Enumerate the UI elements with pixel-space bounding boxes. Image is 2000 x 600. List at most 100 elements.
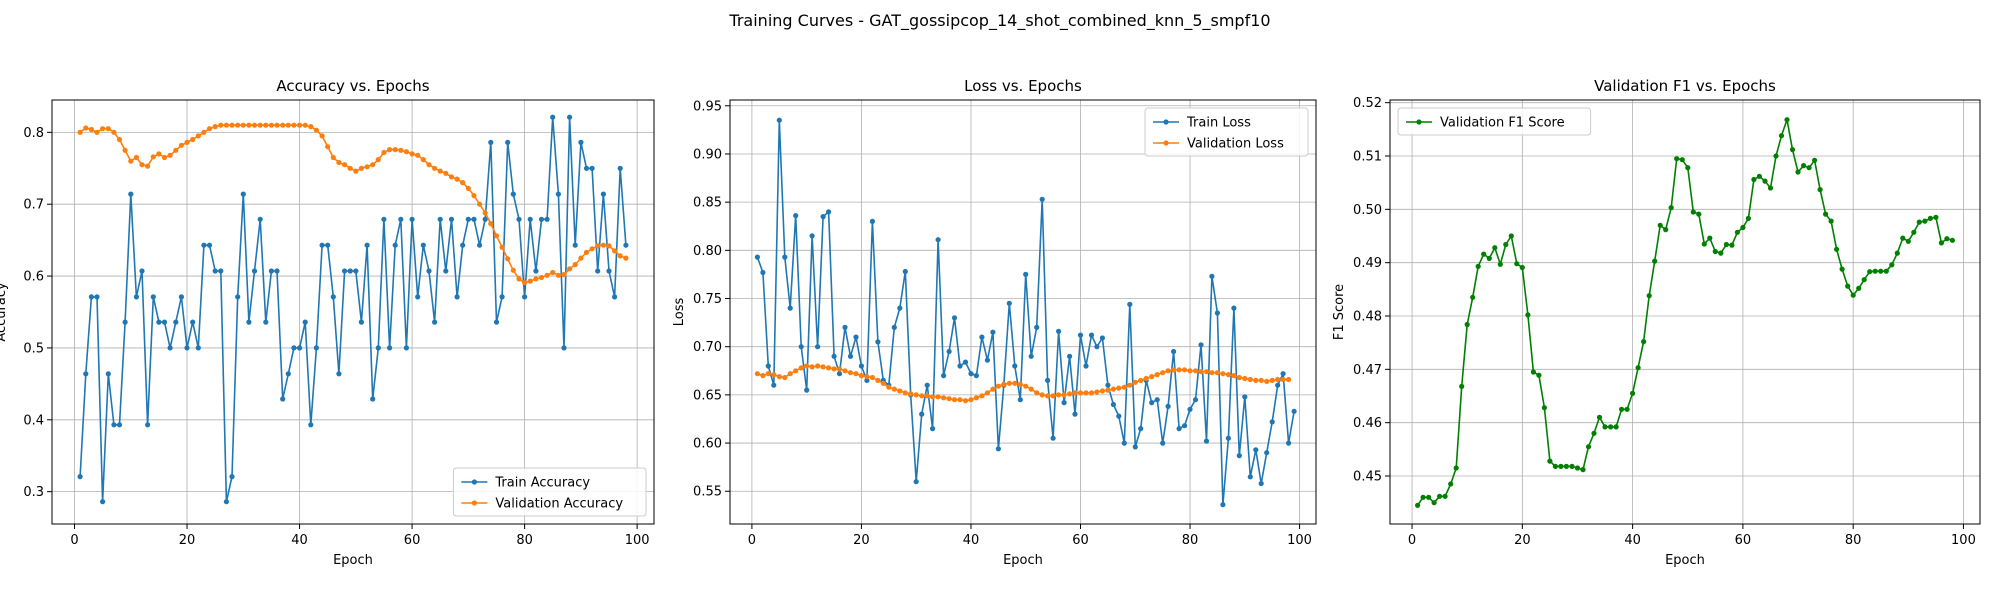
data-point — [1778, 133, 1785, 139]
data-point — [1050, 435, 1056, 441]
data-point — [387, 345, 393, 351]
data-point — [1563, 463, 1569, 469]
legend: Train Accuracy Validation Accuracy — [452, 467, 647, 517]
data-point — [1050, 393, 1056, 399]
data-point — [595, 268, 601, 274]
data-point — [195, 133, 201, 139]
data-point — [1839, 266, 1845, 272]
data-point — [173, 319, 179, 325]
data-point — [1756, 173, 1762, 179]
data-point — [1198, 342, 1204, 348]
data-point — [263, 122, 269, 128]
y-tick-label: 0.8 — [23, 126, 44, 141]
data-point — [793, 368, 799, 374]
x-tick-label: 0 — [748, 533, 756, 548]
data-point — [1745, 215, 1751, 221]
data-point — [83, 371, 89, 377]
data-point — [1464, 321, 1470, 328]
data-point — [990, 329, 996, 335]
data-point — [246, 122, 252, 128]
data-point — [820, 214, 826, 220]
data-point — [600, 191, 607, 197]
data-point — [443, 268, 449, 274]
accuracy-chart: 0 20 40 60 80 100 0.3 0.4 0.5 0.6 0.7 0.8 Accuracy v… — [0, 77, 655, 568]
data-point — [1225, 372, 1231, 378]
data-point — [826, 365, 832, 371]
data-point — [1448, 481, 1454, 487]
data-point — [1077, 332, 1084, 338]
data-point — [448, 216, 455, 222]
y-axis-label: Accuracy — [0, 282, 9, 342]
data-point — [201, 129, 207, 135]
y-tick-label: 0.90 — [693, 147, 722, 162]
data-point — [1006, 300, 1012, 306]
data-point — [1602, 424, 1608, 430]
data-point — [510, 267, 516, 273]
data-point — [617, 165, 623, 171]
data-point — [1889, 262, 1895, 268]
data-point — [122, 319, 128, 325]
data-point — [1171, 348, 1177, 355]
data-point — [919, 393, 925, 399]
data-point — [555, 191, 562, 197]
data-point — [754, 371, 761, 377]
data-point — [88, 126, 94, 133]
data-point — [398, 147, 404, 153]
data-point — [787, 305, 793, 311]
data-point — [583, 165, 590, 171]
data-point — [831, 366, 837, 372]
data-point — [1900, 235, 1906, 241]
data-point — [156, 151, 162, 157]
data-point — [1806, 165, 1812, 171]
data-point — [1470, 294, 1476, 300]
data-point — [1486, 255, 1492, 261]
data-point — [477, 242, 483, 248]
data-point — [847, 353, 854, 359]
data-point — [465, 216, 471, 222]
data-point — [1916, 219, 1922, 225]
data-point — [1552, 463, 1558, 469]
data-point — [1132, 444, 1138, 450]
data-point — [864, 374, 870, 380]
data-point — [1105, 387, 1111, 393]
data-point — [561, 345, 567, 351]
data-point — [1110, 386, 1116, 392]
data-point — [1492, 245, 1498, 251]
data-point — [946, 396, 952, 402]
data-point — [454, 294, 460, 300]
data-point — [1012, 363, 1018, 369]
data-point — [263, 319, 269, 325]
data-point — [347, 165, 353, 171]
series-1 — [1415, 117, 1955, 508]
data-point — [1536, 372, 1542, 378]
data-point — [1192, 397, 1199, 403]
data-point — [392, 242, 398, 248]
data-point — [516, 276, 522, 282]
data-point — [951, 315, 958, 321]
data-point — [432, 165, 438, 171]
data-point — [1214, 310, 1220, 316]
data-point — [527, 278, 533, 284]
data-point — [488, 139, 494, 145]
data-point — [984, 390, 991, 396]
y-tick-label: 0.7 — [23, 198, 44, 213]
data-point — [493, 233, 500, 239]
data-point — [105, 126, 111, 132]
data-point — [128, 191, 134, 197]
data-point — [836, 371, 843, 377]
data-point — [280, 122, 286, 128]
data-point — [1154, 397, 1160, 403]
data-point — [1072, 390, 1078, 396]
data-point — [212, 124, 218, 130]
x-tick-label: 20 — [179, 533, 196, 548]
series-line — [756, 119, 1295, 506]
data-point — [94, 129, 100, 135]
data-point — [1933, 214, 1939, 220]
data-point — [776, 117, 782, 123]
data-point — [392, 147, 398, 153]
x-axis-label: Epoch — [1665, 553, 1705, 568]
data-point — [1039, 196, 1045, 202]
data-point — [516, 216, 522, 222]
y-tick-label: 0.50 — [1353, 203, 1382, 218]
